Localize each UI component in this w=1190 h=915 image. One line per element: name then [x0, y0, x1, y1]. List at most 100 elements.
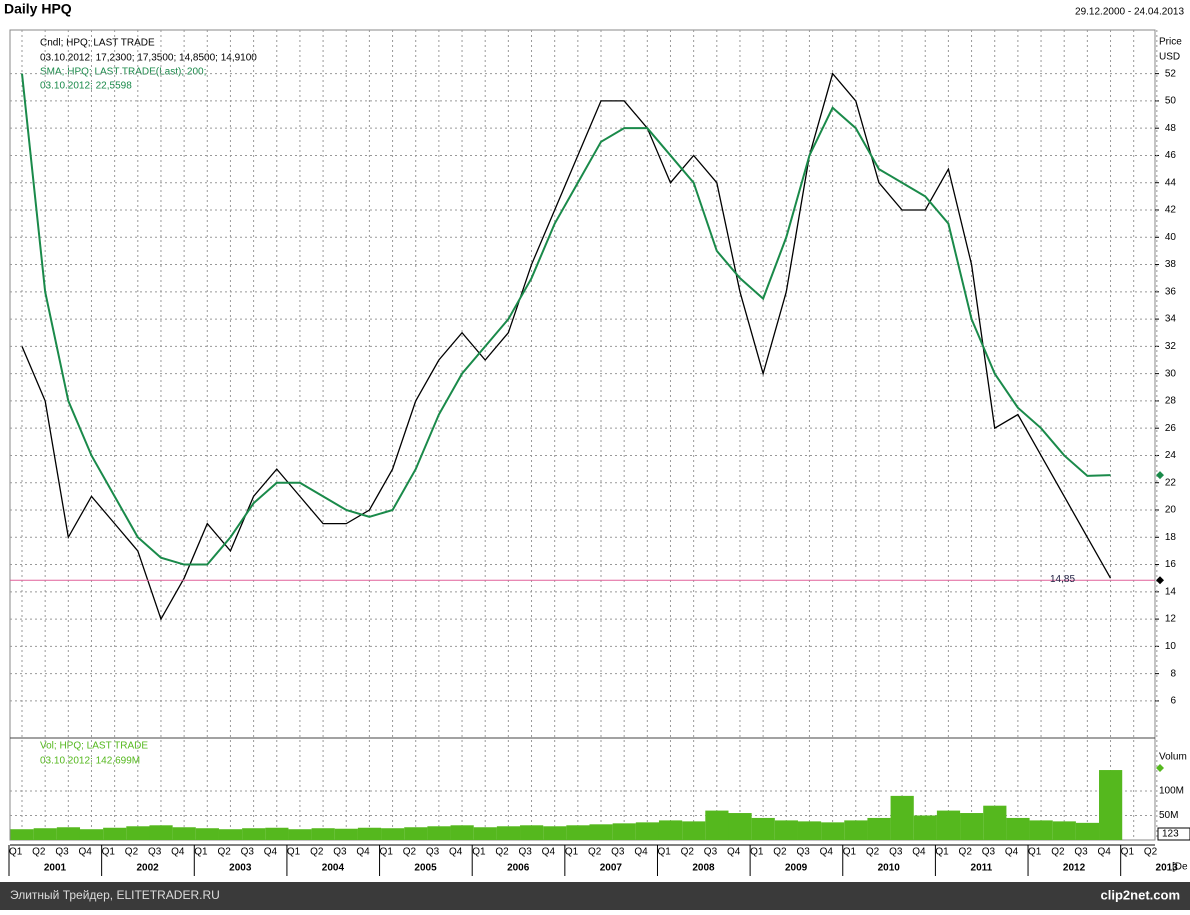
volume-bar	[265, 827, 289, 840]
volume-bar	[79, 829, 104, 840]
x-tick-label: Q2	[403, 847, 417, 858]
x-tick-label: Q1	[9, 847, 23, 858]
volume-bar	[751, 817, 775, 840]
volume-bar	[913, 815, 937, 840]
x-tick-label: 2009	[785, 863, 808, 874]
legend-text: SMA; HPQ; LAST TRADE(Last); 200;	[40, 67, 206, 78]
value-box	[1157, 827, 1190, 841]
footer-right: clip2net.com	[1101, 887, 1180, 902]
volume-bar	[404, 827, 428, 840]
x-tick-label: Q3	[1074, 847, 1088, 858]
x-tick-label: Q2	[310, 847, 324, 858]
x-tick-label: Q1	[565, 847, 579, 858]
x-tick-label: Q3	[426, 847, 440, 858]
volume-axis-label: Volum	[1159, 752, 1187, 763]
y-tick-label: 16	[1165, 559, 1177, 570]
volume-bar	[774, 820, 798, 840]
y-tick-label: 38	[1165, 259, 1177, 270]
x-tick-label: Q4	[820, 847, 834, 858]
y-tick-label: 36	[1165, 286, 1177, 297]
x-tick-label: Q2	[866, 847, 880, 858]
x-tick-label: 2012	[1063, 863, 1086, 874]
volume-bar	[543, 826, 567, 840]
x-tick-label: Q4	[1098, 847, 1112, 858]
x-tick-label: Q2	[495, 847, 509, 858]
y-tick-label: 22	[1165, 477, 1177, 488]
volume-bar	[890, 795, 914, 840]
price-line	[21, 72, 1112, 621]
y-tick-label: 32	[1165, 341, 1177, 352]
x-tick-label: Q1	[750, 847, 764, 858]
x-tick-label: 2006	[507, 863, 530, 874]
volume-bar	[33, 828, 57, 840]
x-tick-label: Q3	[889, 847, 903, 858]
volume-bar	[288, 829, 312, 840]
x-tick-label: Q4	[727, 847, 741, 858]
x-tick-label: 2013	[1156, 863, 1179, 874]
x-tick-label: 2007	[600, 863, 623, 874]
y-tick-label: 20	[1165, 505, 1177, 516]
y-tick-label: 52	[1165, 68, 1177, 79]
volume-bar	[728, 813, 752, 840]
volume-bar	[635, 822, 660, 840]
volume-bar	[381, 828, 405, 840]
volume-bar	[10, 829, 34, 840]
last-price-marker	[1156, 576, 1164, 585]
x-tick-label: Q2	[681, 847, 695, 858]
volume-bar	[172, 827, 196, 840]
volume-bar	[242, 828, 266, 840]
footer	[0, 882, 1190, 910]
volume-bar	[1052, 821, 1076, 840]
legend-text: 03.10.2012; 142,699M	[40, 756, 140, 767]
x-tick-label: 2001	[44, 863, 67, 874]
axis-cut: [De	[1172, 862, 1188, 873]
volume-bar	[589, 824, 613, 840]
legend-text: Cndl; HPQ; LAST TRADE	[40, 38, 155, 49]
x-tick-label: Q1	[102, 847, 116, 858]
x-tick-label: 2011	[971, 863, 993, 874]
x-tick-label: Q2	[217, 847, 231, 858]
y-tick-label: 42	[1165, 205, 1177, 216]
x-tick-label: Q4	[78, 847, 92, 858]
x-tick-label: Q2	[1144, 847, 1158, 858]
x-tick-label: Q3	[796, 847, 810, 858]
y-tick-label: 30	[1165, 368, 1177, 379]
x-tick-label: Q1	[472, 847, 486, 858]
x-tick-label: Q1	[380, 847, 394, 858]
volume-bar	[1099, 770, 1123, 840]
value-box-text: 123	[1162, 829, 1179, 840]
volume-bar	[218, 829, 243, 840]
sma-marker	[1156, 471, 1164, 480]
x-tick-label: 2002	[137, 863, 160, 874]
volume-bar	[473, 827, 497, 840]
y-tick-label: 10	[1165, 641, 1177, 652]
volume-bar	[334, 828, 358, 840]
volume-bar	[103, 827, 127, 840]
volume-bar	[936, 810, 961, 840]
volume-bar	[983, 805, 1007, 840]
footer-left: Элитный Трейдер, ELITETRADER.RU	[10, 888, 220, 902]
volume-bar	[520, 825, 544, 840]
volume-bar	[496, 826, 521, 840]
y-tick-label: 24	[1165, 450, 1177, 461]
volume-bar	[960, 813, 984, 840]
x-tick-label: Q3	[148, 847, 162, 858]
volume-bar	[797, 821, 822, 840]
volume-bar	[705, 810, 729, 840]
volume-bar	[821, 822, 845, 840]
volume-bar	[1006, 817, 1030, 840]
y-tick-label: 14	[1165, 586, 1177, 597]
y-tick-label: 44	[1165, 177, 1177, 188]
y-tick-label: 50	[1165, 96, 1177, 107]
y-axis-unit: USD	[1159, 52, 1180, 63]
volume-bar	[658, 820, 683, 840]
x-tick-label: Q3	[519, 847, 533, 858]
y-tick-label: 48	[1165, 123, 1177, 134]
x-tick-label: Q1	[287, 847, 301, 858]
volume-bar	[126, 826, 150, 840]
legend-text: 03.10.2012; 17,2300; 17,3500; 14,8500; 1…	[40, 53, 257, 64]
x-tick-label: Q1	[1028, 847, 1042, 858]
x-tick-label: Q2	[125, 847, 139, 858]
volume-bar	[566, 825, 590, 840]
